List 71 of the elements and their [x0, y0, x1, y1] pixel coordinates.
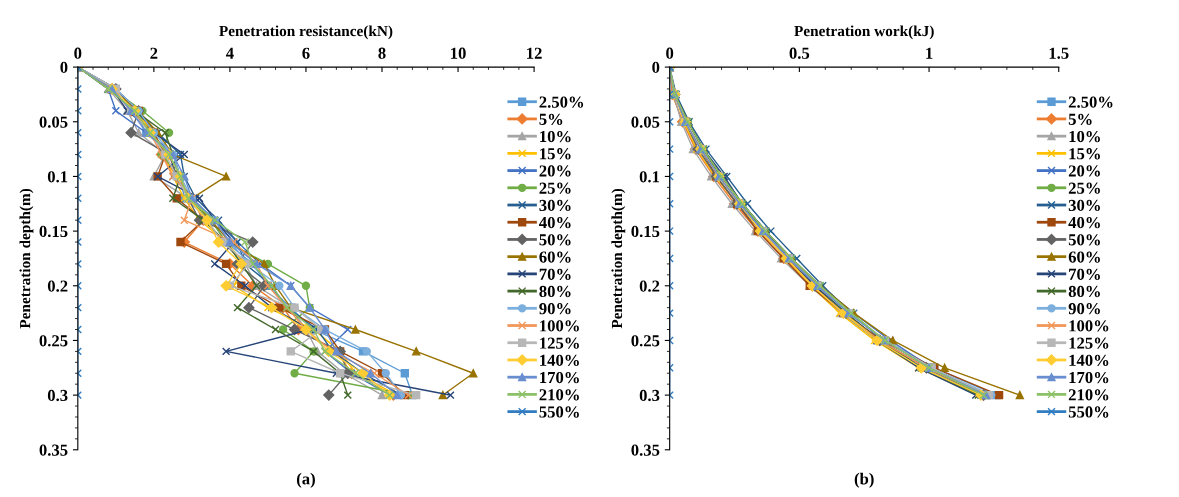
- text: (b): [854, 472, 874, 488]
- legend-label: 50%: [539, 234, 571, 246]
- x-tick-label: 1: [926, 47, 933, 59]
- legend-label: 30%: [539, 199, 571, 212]
- y-tick-label: 0.3: [639, 389, 660, 402]
- legend-label: 25%: [1068, 182, 1100, 194]
- x-tick-label: 0: [666, 47, 674, 59]
- legend-label: 50%: [1068, 234, 1100, 246]
- legend-label: 80%: [539, 285, 571, 298]
- y-tick-label: 0.15: [631, 225, 660, 238]
- y-tick-label: 0.2: [639, 280, 660, 292]
- y-axis-title: Penetration depth(m): [19, 188, 34, 329]
- legend-label: 20%: [539, 165, 571, 177]
- y-tick-label: 0.35: [39, 444, 68, 456]
- legend-label: 90%: [539, 303, 571, 315]
- legend-label: 2.50%: [1068, 96, 1113, 108]
- x-tick-label: 6: [302, 47, 310, 59]
- legend-label: 550%: [539, 406, 579, 418]
- x-tick-label: 4: [225, 47, 234, 59]
- legend-label: 70%: [1069, 268, 1100, 280]
- x-tick-label: 0.5: [789, 47, 810, 59]
- legend-label: 70%: [539, 268, 571, 280]
- y-tick-label: 0.25: [39, 335, 68, 347]
- x-tick-label: 2: [150, 47, 158, 59]
- legend-label: 170%: [540, 371, 579, 384]
- x-tick-label: 12: [527, 47, 542, 59]
- legend-label: 30%: [1068, 199, 1100, 212]
- legend-label: 40%: [1068, 216, 1100, 229]
- y-tick-label: 0.05: [39, 116, 68, 128]
- legend-label: 100%: [540, 320, 579, 332]
- legend-label: 5%: [539, 113, 563, 125]
- y-tick-label: 0.05: [631, 116, 660, 128]
- legend-label: 60%: [1068, 251, 1100, 263]
- text: (a): [296, 472, 315, 488]
- legend-label: 90%: [1068, 303, 1100, 315]
- y-tick-label: 0: [60, 61, 68, 74]
- x-tick-label: 10: [451, 47, 466, 59]
- y-tick-label: 0.1: [47, 171, 68, 183]
- legend-label: 125%: [540, 337, 579, 349]
- y-tick-label: 0.1: [639, 171, 660, 183]
- x-tick-label: 8: [378, 47, 386, 59]
- legend-label: 170%: [1069, 371, 1109, 384]
- x-axis-title: Penetration work(kJ): [794, 25, 934, 40]
- legend-label: 80%: [1068, 285, 1100, 298]
- legend-label: 140%: [540, 354, 579, 367]
- x-axis-title: Penetration resistance(kN): [219, 25, 393, 40]
- legend-label: 210%: [539, 389, 579, 401]
- legend-label: 5%: [1068, 113, 1092, 125]
- legend-label: 125%: [1069, 337, 1109, 349]
- legend-label: 2.50%: [539, 96, 584, 108]
- legend-label: 20%: [1068, 165, 1100, 177]
- y-tick-label: 0.15: [39, 225, 68, 238]
- x-tick-label: 1.5: [1049, 47, 1069, 59]
- legend-label: 10%: [540, 130, 571, 143]
- legend-label: 40%: [539, 216, 571, 229]
- y-tick-label: 0.3: [47, 389, 68, 402]
- y-axis-title: Penetration depth(m): [611, 188, 626, 329]
- legend-label: 10%: [1069, 130, 1100, 143]
- legend-label: 140%: [1069, 354, 1109, 367]
- legend-label: 15%: [1069, 148, 1100, 160]
- legend-label: 210%: [1068, 389, 1109, 401]
- legend-label: 25%: [539, 182, 571, 194]
- x-tick-label: 0: [74, 47, 82, 59]
- legend-label: 550%: [1068, 406, 1109, 418]
- legend-label: 60%: [539, 251, 571, 263]
- y-tick-label: 0.2: [47, 280, 68, 292]
- y-tick-label: 0.35: [631, 444, 660, 456]
- legend-label: 100%: [1069, 320, 1109, 332]
- legend-label: 15%: [540, 148, 571, 160]
- y-tick-label: 0.25: [631, 335, 660, 347]
- y-tick-label: 0: [652, 61, 660, 74]
